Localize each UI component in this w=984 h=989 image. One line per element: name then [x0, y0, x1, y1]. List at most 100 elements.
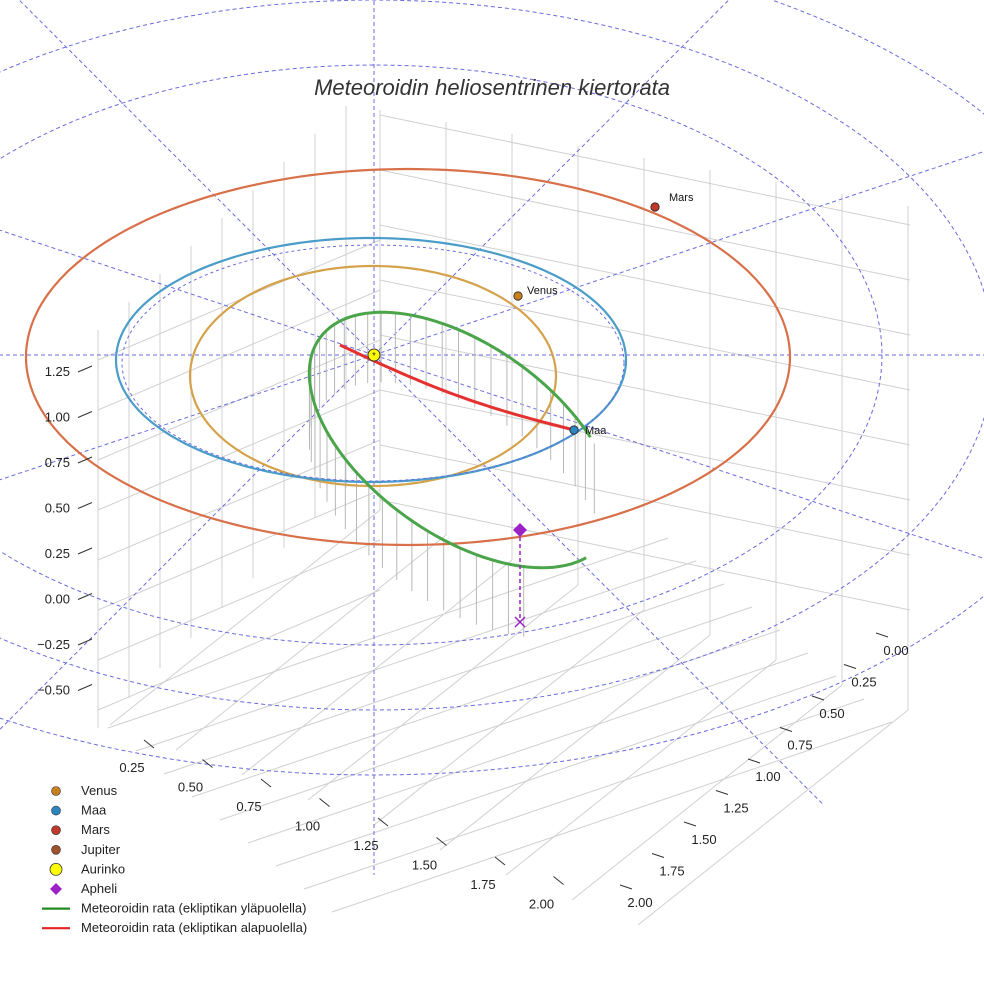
sun-marker [367, 348, 381, 362]
legend-label: Aurinko [81, 861, 125, 876]
z-tick-label: −0.50 [37, 683, 70, 698]
z-tick-label: 0.25 [45, 546, 70, 561]
legend-swatch [51, 825, 61, 836]
planet-maa [569, 425, 579, 435]
pane-line [307, 584, 579, 801]
planet-label-mars: Mars [669, 192, 694, 204]
polar-spoke [373, 0, 730, 356]
pane-line [439, 634, 711, 851]
y-tick-label: 1.00 [755, 769, 780, 784]
pane-line [571, 684, 843, 901]
legend-item: Maa [51, 803, 107, 818]
polar-spoke [18, 0, 375, 356]
z-tick-mark [77, 411, 93, 418]
pane-line [379, 444, 911, 556]
x-tick-label: 0.75 [236, 799, 261, 814]
orbit-venus [188, 264, 558, 488]
aphelion-projection [514, 616, 526, 628]
polar-spoke [373, 354, 825, 806]
legend-item: Mars [51, 822, 110, 837]
x-tick-mark [202, 759, 213, 768]
pane-line [97, 289, 381, 411]
legend-label: Jupiter [81, 842, 121, 857]
polar-spoke [0, 229, 375, 356]
z-tick-label: 1.00 [45, 410, 70, 425]
orbit-mars [24, 167, 792, 547]
legend-swatch [51, 786, 61, 796]
y-tick-mark [715, 790, 729, 795]
y-tick-label: 0.50 [819, 706, 844, 721]
planet-venus [513, 291, 523, 301]
markers: Venus Maa Mars * [367, 192, 694, 628]
pane-line [135, 560, 697, 752]
z-tick-mark [77, 638, 93, 646]
legend-item: Apheli [50, 881, 117, 896]
planet-label-venus: Venus [527, 285, 558, 297]
x-tick-label: 1.75 [470, 877, 495, 892]
legend-item: Venus [51, 783, 118, 798]
x-tick-mark [553, 876, 564, 885]
z-tick-mark [77, 547, 93, 555]
polar-grid [0, 0, 984, 875]
meteoroid-orbit [307, 310, 592, 570]
y-tick-label: 1.50 [691, 832, 716, 847]
pane-line [107, 537, 669, 729]
projection-stems [308, 312, 595, 637]
x-tick-label: 1.50 [412, 858, 437, 873]
x-tick-mark [436, 837, 447, 846]
pane-line [275, 675, 837, 867]
pane-line [97, 589, 381, 711]
z-tick-mark [77, 684, 93, 691]
x-tick-mark [319, 798, 330, 807]
pane-line [97, 489, 381, 611]
z-tick-label: 1.25 [45, 364, 70, 379]
pane-line [379, 334, 911, 446]
x-tick-mark [377, 817, 389, 827]
legend-swatch [50, 883, 62, 895]
legend-swatch [51, 844, 61, 855]
y-tick-label: 0.75 [787, 738, 812, 753]
planet-mars [650, 202, 660, 212]
sun-glyph: * [372, 351, 376, 362]
legend-item: Aurinko [49, 861, 125, 876]
z-tick-label: 0.75 [45, 455, 70, 470]
chart-title: Meteoroidin heliosentrinen kiertorata [314, 75, 670, 100]
polar-spoke [373, 354, 984, 560]
legend-label: Mars [81, 822, 110, 837]
pane-line [163, 583, 725, 775]
legend-item: Meteoroidin rata (ekliptikan yläpuolella… [42, 901, 306, 916]
z-tick-label: 0.00 [45, 592, 70, 607]
x-tick-label: 0.50 [178, 780, 203, 795]
meteoroid-below [339, 343, 575, 432]
pane-line [241, 559, 513, 776]
pane-line [331, 721, 893, 913]
x-tick-label: 1.25 [353, 838, 378, 853]
polar-spoke [373, 150, 984, 356]
pane-line [379, 499, 911, 611]
x-tick-mark [494, 856, 506, 866]
y-tick-mark [779, 727, 793, 732]
y-tick-label: 0.00 [883, 643, 908, 658]
z-tick-mark [77, 456, 93, 464]
y-tick-label: 1.75 [659, 864, 684, 879]
pane-line [191, 606, 753, 798]
pane-line [505, 659, 777, 876]
pane-line [97, 439, 381, 561]
polar-ring [0, 0, 984, 776]
legend-label: Apheli [81, 881, 117, 896]
x-tick-label: 0.25 [119, 760, 144, 775]
pane-line [97, 539, 381, 661]
y-tick-mark [619, 884, 633, 890]
x-tick-label: 1.00 [295, 819, 320, 834]
polar-spoke [0, 354, 375, 481]
y-tick-mark [843, 664, 857, 669]
z-tick-mark [77, 365, 93, 373]
orbit-maa [114, 236, 628, 484]
z-tick-mark [77, 593, 93, 600]
polar-ring [0, 64, 883, 646]
legend-item: Jupiter [51, 842, 121, 857]
axis-panes [97, 106, 911, 926]
legend-item: Meteoroidin rata (ekliptikan alapuolella… [42, 920, 307, 935]
y-tick-label: 2.00 [627, 895, 652, 910]
